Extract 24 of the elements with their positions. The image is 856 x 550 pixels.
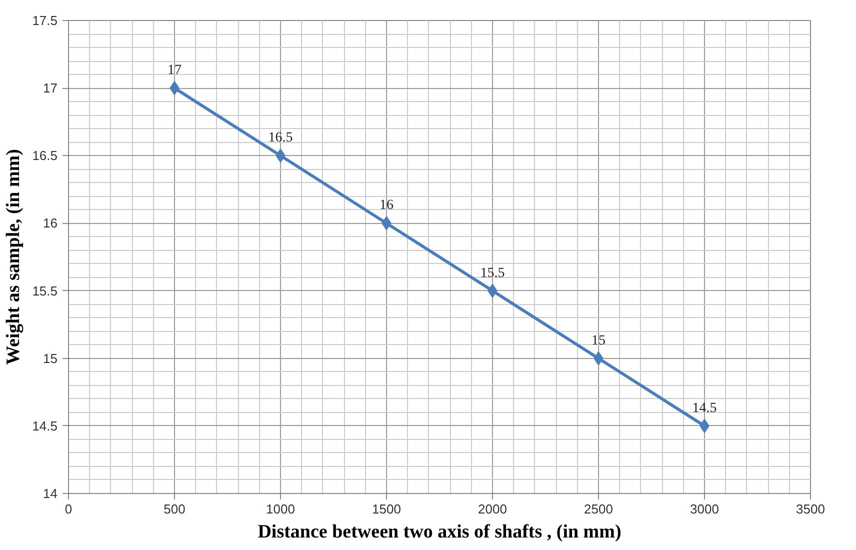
- x-tick-label: 2500: [584, 502, 613, 516]
- x-tick-label: 1000: [266, 502, 295, 516]
- y-tick-label: 16: [43, 216, 58, 231]
- x-axis-title: Distance between two axis of shafts , (in mm): [258, 522, 622, 542]
- y-tick-label: 15: [43, 350, 58, 366]
- x-tick-label: 2000: [478, 502, 507, 516]
- data-label: 16.5: [268, 130, 293, 146]
- data-label: 15.5: [480, 266, 505, 281]
- data-label: 15: [592, 333, 606, 348]
- y-tick-label: 14: [43, 486, 58, 501]
- data-label: 17: [168, 63, 182, 78]
- y-tick-label: 15.5: [32, 283, 58, 298]
- data-label: 14.5: [692, 400, 717, 416]
- y-axis-title: Weight as sample, (in mm): [3, 149, 24, 365]
- x-tick-label: 3500: [796, 502, 825, 516]
- x-tick-label: 500: [164, 502, 186, 516]
- y-tick-label: 16.5: [32, 148, 58, 164]
- y-tick-label: 17: [43, 80, 58, 96]
- x-tick-label: 1500: [372, 502, 401, 516]
- x-tick-label: 3000: [690, 502, 719, 516]
- data-label: 16: [380, 198, 394, 214]
- x-tick-label: 0: [64, 502, 72, 516]
- y-tick-label: 17.5: [32, 13, 58, 28]
- y-tick-label: 14.5: [32, 418, 58, 434]
